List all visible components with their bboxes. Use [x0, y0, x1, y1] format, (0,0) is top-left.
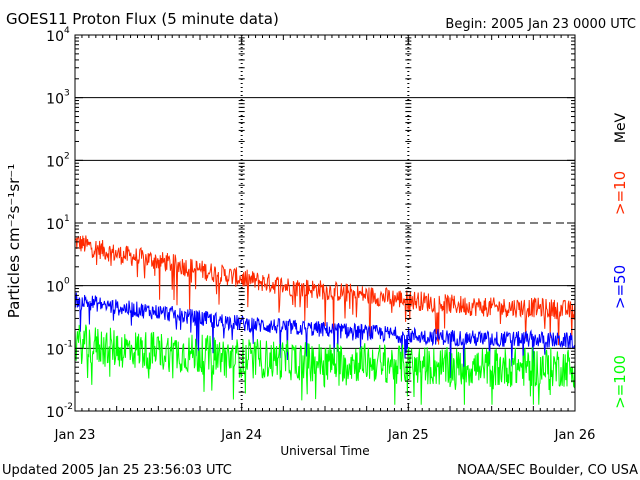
y-tick-label: 10 — [46, 280, 64, 296]
y-tick-label: 10 — [46, 154, 64, 170]
y-axis-label: Particles cm⁻²s⁻¹sr⁻¹ — [5, 164, 23, 318]
y-tick-exponent: 3 — [64, 89, 70, 99]
x-tick-label: Jan 23 — [54, 428, 96, 443]
y-tick-exponent: 2 — [64, 151, 70, 161]
x-axis-ticks: Jan 23 Jan 24 Jan 25 Jan 26 — [54, 35, 596, 443]
series-line-3 — [74, 324, 576, 405]
y-tick-exponent: -1 — [64, 339, 73, 349]
legend-units: MeV — [613, 112, 629, 143]
credit-label: NOAA/SEC Boulder, CO USA — [457, 463, 638, 478]
series-layer — [74, 235, 576, 405]
y-tick-exponent: 1 — [64, 214, 70, 224]
series-line-1 — [74, 235, 576, 346]
series-line-2 — [74, 292, 576, 379]
y-tick-exponent: 4 — [64, 26, 70, 36]
updated-timestamp: Updated 2005 Jan 25 23:56:03 UTC — [2, 463, 232, 478]
x-tick-label: Jan 24 — [220, 428, 262, 443]
chart-title: GOES11 Proton Flux (5 minute data) — [6, 10, 279, 28]
x-axis-label: Universal Time — [280, 444, 369, 458]
legend-entry-3: >=100 — [611, 355, 629, 409]
x-tick-label: Jan 26 — [554, 428, 596, 443]
y-tick-exponent: 0 — [64, 277, 70, 287]
y-tick-label: 10 — [46, 342, 64, 358]
legend-entry-2: >=50 — [611, 265, 629, 309]
legend-entry-1: >=10 — [611, 171, 629, 215]
y-tick-label: 10 — [46, 29, 64, 45]
y-tick-exponent: -2 — [64, 402, 73, 412]
grid — [75, 35, 575, 411]
begin-date: Begin: 2005 Jan 23 0000 UTC — [445, 17, 636, 32]
y-tick-label: 10 — [46, 217, 64, 233]
y-tick-label: 10 — [46, 405, 64, 421]
legend: MeV >=10 >=50 >=100 — [611, 112, 629, 408]
y-tick-label: 10 — [46, 92, 64, 108]
x-tick-label: Jan 25 — [387, 428, 429, 443]
